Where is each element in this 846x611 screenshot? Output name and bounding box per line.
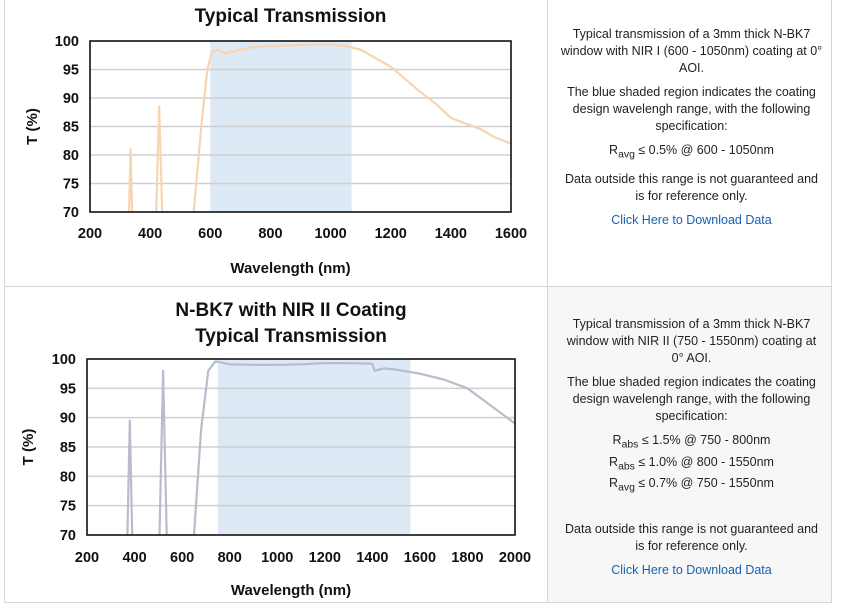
y-tick-label: 70: [60, 528, 76, 544]
x-tick-label: 800: [258, 226, 282, 242]
y-tick-label: 75: [63, 177, 79, 193]
x-tick-label: 200: [75, 550, 99, 566]
description-text: Typical transmission of a 3mm thick N-BK…: [566, 317, 817, 365]
disclaimer-text: Data outside this range is not guarantee…: [565, 171, 818, 203]
spec-list: Rabs ≤ 1.5% @ 750 - 800nm Rabs ≤ 1.0% @ …: [560, 432, 823, 497]
plot-frame: [86, 358, 516, 536]
description-cell-nir1: Typical transmission of a 3mm thick N-BK…: [548, 0, 831, 286]
y-tick-label: 90: [63, 91, 79, 107]
y-tick-label: 85: [63, 120, 79, 136]
y-tick-label: 100: [55, 34, 79, 50]
spec-line: Ravg ≤ 0.7% @ 750 - 1550nm: [609, 476, 774, 494]
chart-cell-nir1: 70 75 80 85 90 95 100 200 400 600 800 1000 1200 1400 1…: [5, 0, 548, 286]
spec-list: Ravg ≤ 0.5% @ 600 - 1050nm: [560, 142, 823, 164]
x-tick-label: 1800: [451, 550, 483, 566]
chart-subtitle: Typical Transmission: [195, 6, 387, 27]
spec-line: Rabs ≤ 1.0% @ 800 - 1550nm: [609, 454, 774, 473]
chart-subtitle: Typical Transmission: [195, 326, 387, 347]
x-tick-label: 1200: [375, 226, 407, 242]
x-tick-label: 1400: [356, 550, 388, 566]
y-tick-label: 80: [60, 469, 76, 485]
y-tick-label: 95: [60, 381, 76, 397]
x-tick-label: 600: [198, 226, 222, 242]
product-row-nir2: 70 75 80 85 90 95 100 200 400 600 800 1000 1200 1400 1…: [4, 286, 832, 603]
x-tick-label: 1000: [314, 226, 346, 242]
transmission-line: [192, 43, 512, 213]
x-tick-label: 1400: [435, 226, 467, 242]
x-tick-label: 1600: [404, 550, 436, 566]
transmission-line: [158, 369, 168, 536]
shaded-region-note: The blue shaded region indicates the coa…: [567, 85, 816, 133]
y-tick-label: 70: [63, 205, 79, 221]
product-row-nir1: 70 75 80 85 90 95 100 200 400 600 800 1000 1200 1400 1…: [4, 0, 832, 287]
spec-line: Rabs ≤ 1.5% @ 750 - 800nm: [612, 433, 771, 451]
chart-title: N-BK7 with NIR II Coating: [175, 300, 406, 321]
y-tick-label: 100: [52, 352, 76, 368]
spec-line: Ravg ≤ 0.5% @ 600 - 1050nm: [609, 143, 774, 161]
x-tick-label: 400: [138, 226, 162, 242]
x-tick-label: 2000: [499, 550, 531, 566]
x-tick-label: 400: [122, 550, 146, 566]
y-tick-label: 95: [63, 63, 79, 79]
chart-cell-nir2: 70 75 80 85 90 95 100 200 400 600 800 1000 1200 1400 1…: [5, 287, 548, 602]
description-block-nir2: Typical transmission of a 3mm thick N-BK…: [560, 316, 823, 586]
download-data-link[interactable]: Click Here to Download Data: [611, 562, 772, 577]
shaded-region-note: The blue shaded region indicates the coa…: [567, 375, 816, 423]
x-tick-label: 1600: [495, 226, 527, 242]
x-tick-label: 1200: [309, 550, 341, 566]
x-tick-label: 800: [218, 550, 242, 566]
description-text: Typical transmission of a 3mm thick N-BK…: [560, 27, 823, 75]
x-tick-label: 600: [170, 550, 194, 566]
y-axis-label: T (%): [24, 108, 41, 145]
x-axis-label: Wavelength (nm): [231, 582, 351, 599]
transmission-line: [126, 419, 134, 536]
y-tick-label: 85: [60, 440, 76, 456]
description-block-nir1: Typical transmission of a 3mm thick N-BK…: [560, 26, 823, 236]
transmission-line: [155, 105, 164, 213]
transmission-chart-nir2: 70 75 80 85 90 95 100 200 400 600 800 1000 1200 1400 1…: [20, 300, 531, 599]
download-data-link[interactable]: Click Here to Download Data: [611, 212, 772, 227]
x-tick-label: 200: [78, 226, 102, 242]
y-tick-label: 75: [60, 499, 76, 515]
y-tick-label: 90: [60, 411, 76, 427]
plot-frame: [89, 40, 512, 213]
x-tick-label: 1000: [261, 550, 293, 566]
disclaimer-text: Data outside this range is not guarantee…: [565, 521, 818, 553]
transmission-chart-nir1: 70 75 80 85 90 95 100 200 400 600 800 1000 1200 1400 1…: [24, 6, 527, 277]
transmission-line: [128, 148, 134, 213]
x-axis-label: Wavelength (nm): [230, 260, 350, 277]
transmission-line: [192, 360, 516, 536]
description-cell-nir2: Typical transmission of a 3mm thick N-BK…: [548, 287, 831, 602]
y-tick-label: 80: [63, 148, 79, 164]
y-axis-label: T (%): [20, 429, 37, 466]
